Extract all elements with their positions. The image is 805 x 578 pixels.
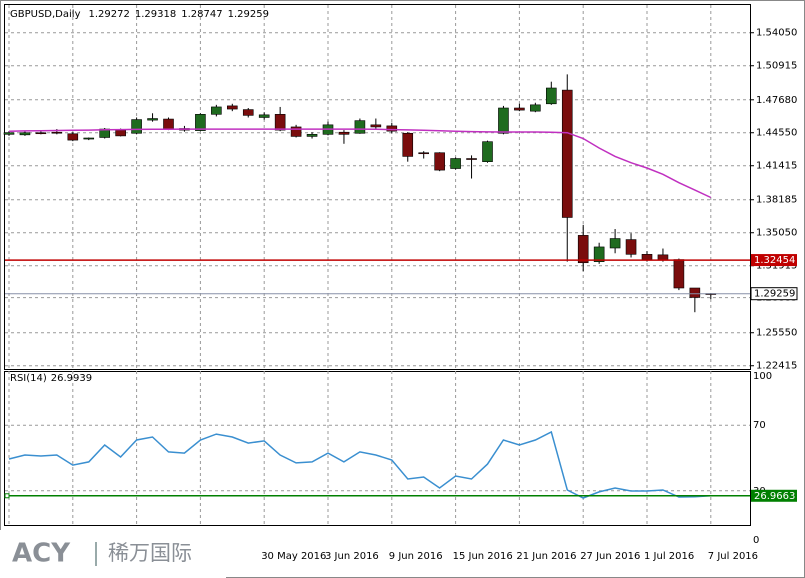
ohlc-value: 1.29259 bbox=[228, 9, 269, 20]
ohlc-value: 1.28747 bbox=[181, 9, 222, 20]
y-tick-label: 70 bbox=[753, 420, 766, 431]
x-tick-label: 9 Jun 2016 bbox=[389, 551, 443, 562]
candle-body bbox=[147, 118, 158, 121]
bid-label-box bbox=[750, 287, 798, 301]
indicator-name: RSI(14) bbox=[10, 373, 47, 384]
watermark-brand: ACY bbox=[12, 539, 71, 569]
candle-body bbox=[35, 132, 47, 135]
candle-body bbox=[450, 158, 461, 169]
candle-body bbox=[609, 238, 621, 249]
candle-body bbox=[593, 246, 605, 262]
candle-body bbox=[258, 114, 270, 118]
candle-body bbox=[434, 152, 445, 171]
candle-body bbox=[561, 89, 573, 218]
y-tick-label: 1.50915 bbox=[756, 61, 797, 72]
candle-body bbox=[641, 254, 653, 260]
x-tick-label: 1 Jul 2016 bbox=[644, 551, 694, 562]
ohlc-value: 1.29272 bbox=[89, 9, 130, 20]
main-panel bbox=[4, 4, 751, 370]
candle-body bbox=[290, 126, 302, 137]
level-label-box bbox=[751, 254, 797, 267]
y-tick-label: 100 bbox=[753, 371, 772, 382]
level-label: 26.9663 bbox=[754, 491, 795, 502]
candle-body bbox=[466, 158, 477, 160]
candle-body bbox=[163, 118, 174, 130]
y-tick-label: 1.54050 bbox=[756, 28, 797, 39]
candle-body bbox=[306, 134, 318, 137]
candle-body bbox=[211, 106, 222, 115]
indicator-header: RSI(14) 26.9939 bbox=[10, 373, 92, 384]
y-tick-label: 1.41415 bbox=[756, 161, 797, 172]
x-tick-label: 15 Jun 2016 bbox=[453, 551, 513, 562]
level-label-box bbox=[751, 489, 797, 502]
candle-body bbox=[354, 120, 366, 134]
x-tick-label: 27 Jun 2016 bbox=[580, 551, 640, 562]
y-tick-label: 1.44550 bbox=[756, 128, 797, 139]
level-handle bbox=[4, 493, 10, 499]
x-tick-label: 7 Jul 2016 bbox=[708, 551, 758, 562]
candle-body bbox=[514, 107, 525, 111]
level-label: 1.32454 bbox=[754, 255, 795, 266]
x-tick-label: 3 Jun 2016 bbox=[325, 551, 379, 562]
x-tick-label: 30 May 2016 bbox=[261, 551, 326, 562]
candle-body bbox=[418, 152, 430, 155]
candle-body bbox=[370, 124, 382, 128]
y-tick-label: 0 bbox=[753, 535, 759, 546]
candle-body bbox=[242, 109, 254, 116]
series-line bbox=[8, 430, 711, 499]
bid-label: 1.29259 bbox=[754, 289, 795, 300]
candle-body bbox=[274, 114, 286, 131]
candle-body bbox=[577, 235, 589, 264]
rsi-panel bbox=[4, 371, 751, 526]
y-tick-label: 1.47680 bbox=[756, 95, 797, 106]
indicator-value: 26.9939 bbox=[51, 373, 92, 384]
series-line bbox=[8, 128, 712, 199]
x-tick-label: 21 Jun 2016 bbox=[516, 551, 576, 562]
ohlc-value: 1.29318 bbox=[135, 9, 176, 20]
candle-body bbox=[67, 133, 79, 141]
y-tick-label: 1.25550 bbox=[756, 328, 797, 339]
candle-body bbox=[195, 114, 206, 131]
candle-body bbox=[689, 287, 701, 298]
watermark-box bbox=[0, 530, 226, 578]
y-tick-label: 1.31915 bbox=[756, 261, 797, 272]
y-tick-label: 1.35050 bbox=[756, 228, 797, 239]
candle-body bbox=[227, 105, 238, 110]
candle-body bbox=[131, 119, 142, 134]
y-tick-label: 1.22415 bbox=[756, 361, 797, 372]
y-tick-label: 1.38185 bbox=[756, 195, 797, 206]
candle-body bbox=[386, 125, 398, 132]
header: GBPUSD,Daily 1.29272 1.29318 1.28747 1.29259 bbox=[10, 9, 269, 20]
candle-body bbox=[19, 132, 31, 136]
candle-body bbox=[3, 132, 15, 135]
candle-body bbox=[338, 131, 350, 135]
candle-body bbox=[625, 239, 637, 255]
candle-body bbox=[402, 132, 414, 157]
candle-body bbox=[51, 131, 63, 134]
candle-body bbox=[482, 141, 493, 162]
candle-body bbox=[498, 107, 509, 134]
watermark-name: 稀万国际 bbox=[108, 541, 192, 565]
candle-body bbox=[673, 259, 685, 289]
candle-body bbox=[530, 104, 541, 112]
symbol: GBPUSD,Daily bbox=[10, 9, 81, 20]
candle-body bbox=[545, 87, 557, 105]
candle-body bbox=[83, 137, 95, 140]
candle-body bbox=[115, 129, 126, 137]
